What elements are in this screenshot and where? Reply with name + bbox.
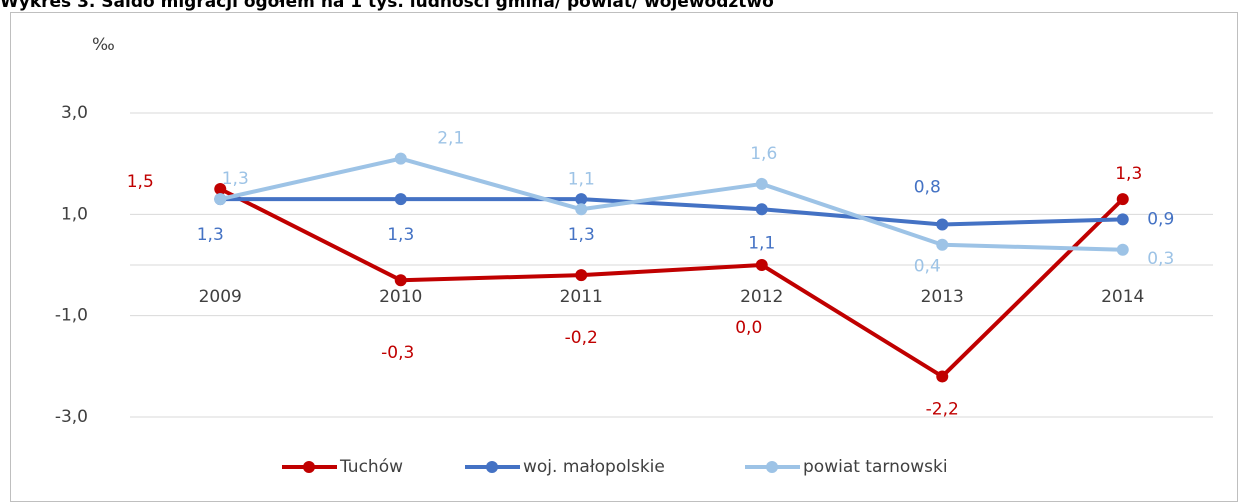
chart-title: Wykres 3. Saldo migracji ogółem na 1 tys… xyxy=(0,0,774,12)
data-label: 0,4 xyxy=(914,257,941,277)
data-point xyxy=(936,238,949,251)
legend-label: powiat tarnowski xyxy=(803,457,948,477)
y-axis-label: ‰ xyxy=(92,35,115,55)
x-tick-label: 2010 xyxy=(379,287,422,307)
legend-marker xyxy=(303,461,315,473)
y-tick-label: 1,0 xyxy=(61,204,88,224)
y-tick-label: -1,0 xyxy=(55,306,88,326)
data-point xyxy=(394,274,407,287)
legend-marker xyxy=(486,461,498,473)
data-point xyxy=(936,370,949,383)
x-tick-label: 2014 xyxy=(1101,287,1144,307)
data-point xyxy=(1116,243,1129,256)
data-point xyxy=(755,203,768,216)
data-label: 1,3 xyxy=(568,225,595,245)
data-label: 1,3 xyxy=(387,225,414,245)
legend-marker xyxy=(766,461,778,473)
x-tick-label: 2009 xyxy=(199,287,242,307)
x-tick-label: 2011 xyxy=(560,287,603,307)
data-point xyxy=(755,259,768,271)
data-point xyxy=(214,193,227,206)
x-tick-label: 2012 xyxy=(740,287,783,307)
y-tick-label: 3,0 xyxy=(61,103,88,123)
data-label: -0,3 xyxy=(381,343,414,363)
series-line xyxy=(219,187,1125,379)
data-point xyxy=(575,203,588,216)
series-line xyxy=(219,156,1123,252)
legend-label: Tuchów xyxy=(339,457,403,477)
data-point xyxy=(755,177,768,190)
data-point xyxy=(575,269,588,282)
data-label: 2,1 xyxy=(437,129,464,149)
data-label: 1,3 xyxy=(1115,164,1142,184)
data-label: 1,6 xyxy=(750,144,777,164)
data-point xyxy=(936,218,949,231)
legend-label: woj. małopolskie xyxy=(523,457,665,477)
data-label: 1,1 xyxy=(748,233,775,253)
data-label: -2,2 xyxy=(926,399,959,419)
data-label: 0,9 xyxy=(1147,209,1174,229)
chart-frame xyxy=(10,12,1238,502)
data-label: 1,5 xyxy=(127,172,154,192)
data-label: -0,2 xyxy=(565,328,598,348)
data-label: 1,1 xyxy=(568,169,595,189)
data-label: 1,3 xyxy=(197,225,224,245)
data-point xyxy=(214,183,227,195)
data-label: 0,8 xyxy=(914,177,941,197)
series-line xyxy=(220,197,1123,227)
data-label: 1,3 xyxy=(222,169,249,189)
x-tick-label: 2013 xyxy=(921,287,964,307)
data-label: 0,3 xyxy=(1147,249,1174,269)
y-tick-label: -3,0 xyxy=(55,407,88,427)
data-point xyxy=(394,152,407,165)
data-point xyxy=(1116,193,1129,206)
data-point xyxy=(575,193,588,206)
data-point xyxy=(394,193,407,206)
data-label: 0,0 xyxy=(735,318,762,338)
data-point xyxy=(1116,213,1129,226)
